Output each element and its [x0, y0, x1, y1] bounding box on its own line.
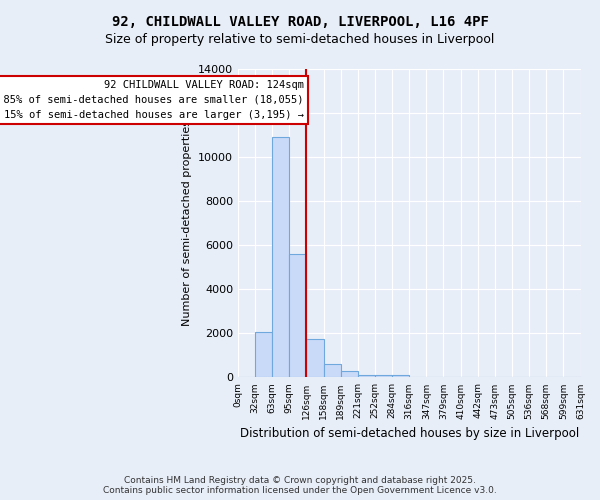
Text: 92, CHILDWALL VALLEY ROAD, LIVERPOOL, L16 4PF: 92, CHILDWALL VALLEY ROAD, LIVERPOOL, L1… [112, 15, 488, 29]
Bar [375, 375, 392, 378]
Bar [392, 376, 409, 378]
Bar [341, 372, 358, 378]
X-axis label: Distribution of semi-detached houses by size in Liverpool: Distribution of semi-detached houses by … [239, 427, 579, 440]
Bar [289, 254, 307, 378]
Bar [255, 332, 272, 378]
Text: Size of property relative to semi-detached houses in Liverpool: Size of property relative to semi-detach… [106, 32, 494, 46]
Y-axis label: Number of semi-detached properties: Number of semi-detached properties [182, 120, 193, 326]
Bar [358, 374, 375, 378]
Bar [272, 138, 289, 378]
Bar [307, 339, 323, 378]
Text: Contains HM Land Registry data © Crown copyright and database right 2025.
Contai: Contains HM Land Registry data © Crown c… [103, 476, 497, 495]
Text: 92 CHILDWALL VALLEY ROAD: 124sqm
← 85% of semi-detached houses are smaller (18,0: 92 CHILDWALL VALLEY ROAD: 124sqm ← 85% o… [0, 80, 304, 120]
Bar [323, 364, 341, 378]
